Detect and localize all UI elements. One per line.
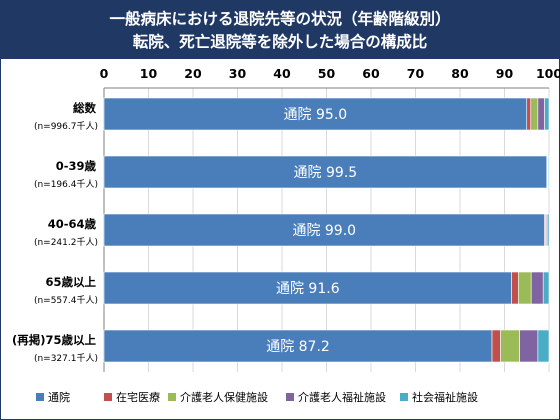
bar-segment [537, 97, 545, 131]
data-label: 通院 87.2 [266, 339, 330, 355]
x-tick-label: 40 [273, 66, 291, 81]
bar-segment [103, 97, 528, 131]
chart-subtitle: 転院、死亡退院等を除外した場合の構成比 [132, 33, 428, 51]
x-tick-label: 10 [140, 66, 158, 81]
category-label: 40-64歳 [48, 217, 97, 231]
legend-swatch [400, 393, 408, 401]
legend-label: 在宅医療 [116, 390, 160, 404]
bar-segment [537, 329, 550, 363]
x-tick-label: 60 [362, 66, 380, 81]
data-label: 通院 95.0 [284, 107, 348, 123]
bar-segment [511, 271, 519, 305]
bar-segment [530, 97, 539, 131]
bar-segment [103, 329, 493, 363]
legend-label: 介護老人保健施設 [180, 390, 268, 404]
bar-segment [103, 155, 548, 189]
category-label: 0-39歳 [56, 159, 97, 173]
category-label: (再掲)75歳以上 [12, 333, 97, 347]
legend-swatch [36, 393, 44, 401]
category-sublabel: (n=241.2千人) [34, 237, 98, 248]
title-banner: 一般病床における退院先等の状況（年齢階級別） 転院、死亡退院等を除外した場合の構… [1, 1, 559, 59]
category-sublabel: (n=327.1千人) [34, 353, 98, 364]
bar-segment [517, 271, 532, 305]
x-tick-label: 50 [318, 66, 336, 81]
x-tick-label: 100 [536, 66, 560, 81]
legend-label: 社会福祉施設 [412, 390, 478, 404]
category-sublabel: (n=557.4千人) [34, 295, 98, 306]
x-tick-label: 90 [496, 66, 514, 81]
legend-swatch [104, 393, 112, 401]
legend-swatch [286, 393, 294, 401]
bar-segment [500, 329, 520, 363]
bar-segment [547, 155, 550, 189]
category-sublabel: (n=996.7千人) [34, 121, 98, 132]
data-label: 通院 99.0 [292, 223, 356, 239]
x-tick-label: 20 [184, 66, 202, 81]
bar-segment [542, 271, 550, 305]
bar-segment [519, 329, 539, 363]
x-tick-label: 70 [407, 66, 425, 81]
x-tick-label: 0 [100, 66, 109, 81]
legend-label: 介護老人福祉施設 [298, 390, 386, 404]
chart-title: 一般病床における退院先等の状況（年齢階級別） [109, 10, 451, 28]
data-label: 通院 99.5 [294, 165, 358, 181]
category-label: 65歳以上 [45, 275, 96, 289]
bar-segment [526, 97, 532, 131]
category-sublabel: (n=196.4千人) [34, 179, 98, 190]
bar-segment [546, 213, 550, 247]
bar-segment [103, 213, 545, 247]
data-label: 通院 91.6 [276, 281, 340, 297]
legend-label: 通院 [48, 390, 70, 404]
x-tick-label: 80 [451, 66, 469, 81]
bar-segment [491, 329, 501, 363]
legend-swatch [168, 393, 176, 401]
bar-segment [544, 97, 550, 131]
bar-segment [103, 271, 512, 305]
bar-segment [530, 271, 544, 305]
category-label: 総数 [73, 101, 96, 115]
x-tick-label: 30 [229, 66, 247, 81]
